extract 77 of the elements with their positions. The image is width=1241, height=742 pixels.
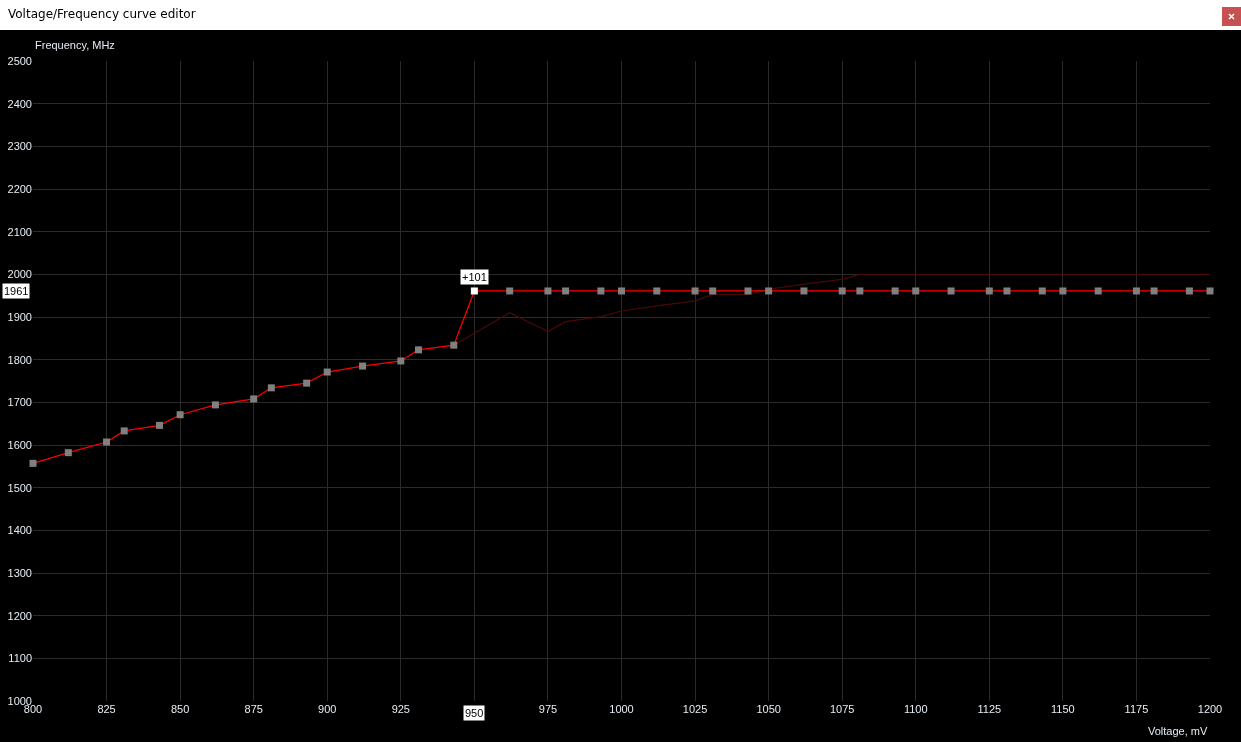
text: 950: [465, 707, 484, 719]
x-tick-label: 825: [97, 703, 116, 715]
point: [1094, 287, 1102, 295]
point: [303, 379, 311, 387]
y-axis-title: Frequency, MHz: [35, 39, 115, 51]
point: [176, 411, 184, 419]
point: [250, 395, 258, 403]
point: [1150, 287, 1158, 295]
x-tick-label: 925: [391, 703, 410, 715]
point: [691, 287, 699, 295]
y-tick-label: 1600: [7, 438, 32, 451]
point: [1038, 287, 1046, 295]
y-tick-label: 1400: [7, 524, 32, 537]
x-tick-label: 975: [538, 703, 558, 715]
point: [414, 346, 422, 354]
point: [156, 421, 164, 429]
point: [856, 287, 864, 295]
y-tick-label: 2000: [7, 268, 32, 281]
point: [765, 287, 773, 295]
y-tick-label: 2200: [7, 182, 32, 195]
point: [359, 362, 367, 370]
point: [506, 287, 514, 295]
point: [1185, 287, 1193, 295]
y-tick-label: 2500: [7, 54, 32, 67]
point: [985, 287, 993, 295]
x-tick-label: 1025: [682, 703, 708, 715]
text: 1961: [4, 285, 29, 297]
point: [1003, 287, 1011, 295]
y-tick-label: 1700: [7, 396, 32, 409]
x-tick-label: 875: [244, 703, 263, 715]
point: [397, 357, 405, 365]
x-tick-label: 1000: [609, 703, 634, 715]
point: [618, 287, 625, 295]
point: [323, 368, 331, 376]
x-tick-label: 900: [318, 703, 337, 715]
point: [544, 287, 552, 295]
point: [800, 287, 808, 295]
point: [744, 287, 752, 295]
point: [597, 287, 605, 295]
y-tick-label: 2300: [7, 140, 32, 153]
y-tick-label: 1300: [7, 566, 32, 579]
point: [29, 459, 37, 467]
point: [1132, 287, 1140, 295]
x-tick-label: 1200: [1197, 703, 1223, 715]
point: [450, 341, 458, 349]
point: [267, 384, 275, 392]
y-tick-label: 1500: [7, 481, 32, 494]
y-tick-label: 1200: [7, 609, 32, 622]
x-tick-label: 1125: [977, 703, 1002, 715]
point: [562, 287, 570, 295]
x-tick-label: 1175: [1124, 703, 1149, 715]
point: [947, 287, 955, 295]
y-tick-label: 1100: [8, 652, 32, 665]
x-tick-label: 850: [170, 703, 190, 715]
point: [653, 287, 661, 295]
point: [211, 401, 219, 409]
x-axis-title: Voltage, mV: [1148, 725, 1208, 737]
x-tick-label: 1050: [756, 703, 781, 715]
point: [1206, 287, 1214, 295]
x-tick-label: 1075: [829, 703, 855, 715]
point: [64, 449, 72, 457]
y-tick-label: 1900: [7, 310, 32, 323]
point: [103, 438, 111, 446]
y-tick-label: 2100: [7, 225, 32, 238]
chart-title: Voltage/Frequency curve editor: [8, 7, 196, 21]
x-tick-label: 1100: [903, 703, 928, 715]
annotation: +101: [462, 271, 487, 283]
x-tick-label: 1150: [1051, 703, 1075, 715]
point: [912, 287, 920, 295]
point: [1059, 287, 1067, 295]
y-tick-label: 2400: [7, 97, 32, 110]
point: [470, 287, 478, 295]
point: [838, 287, 846, 295]
y-tick-label: 1800: [7, 353, 32, 366]
point: [891, 287, 899, 295]
point: [709, 287, 717, 295]
point: [120, 427, 128, 435]
